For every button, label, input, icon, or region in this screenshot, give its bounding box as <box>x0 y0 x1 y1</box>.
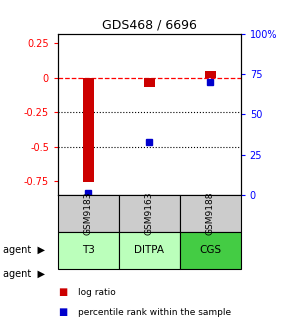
Text: GSM9188: GSM9188 <box>206 192 215 235</box>
Bar <box>205 71 216 78</box>
Bar <box>119 195 180 232</box>
Text: ■: ■ <box>58 307 67 318</box>
Text: percentile rank within the sample: percentile rank within the sample <box>78 308 231 317</box>
Text: CGS: CGS <box>199 245 221 255</box>
Bar <box>144 78 155 87</box>
Text: ■: ■ <box>58 287 67 297</box>
Title: GDS468 / 6696: GDS468 / 6696 <box>102 18 197 31</box>
Bar <box>83 78 94 182</box>
Bar <box>180 232 241 269</box>
Bar <box>58 232 119 269</box>
Text: agent  ▶: agent ▶ <box>3 245 45 255</box>
Bar <box>180 195 241 232</box>
Text: GSM9163: GSM9163 <box>145 192 154 235</box>
Text: GSM9183: GSM9183 <box>84 192 93 235</box>
Text: T3: T3 <box>82 245 95 255</box>
Text: agent  ▶: agent ▶ <box>3 268 45 279</box>
Text: DITPA: DITPA <box>134 245 164 255</box>
Bar <box>119 232 180 269</box>
Text: log ratio: log ratio <box>78 288 116 297</box>
Bar <box>58 195 119 232</box>
